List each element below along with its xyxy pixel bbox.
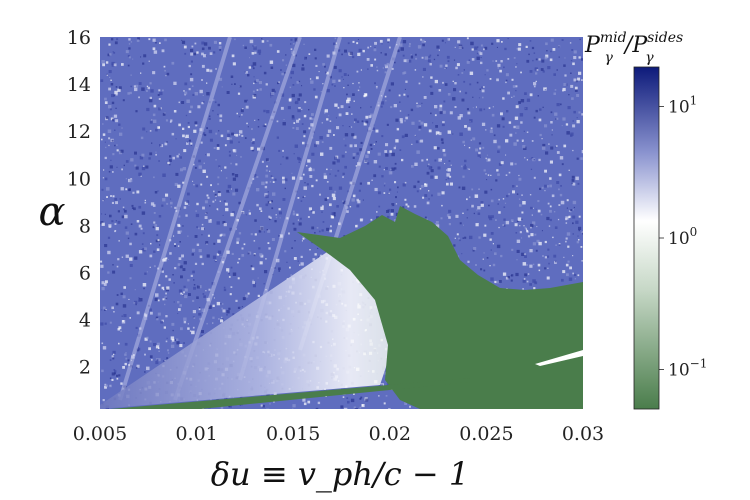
y-axis: 2 4 6 8 10 12 14 16 — [67, 27, 91, 379]
y-tick-label: 4 — [79, 310, 91, 332]
colorbar-gradient — [633, 66, 660, 410]
colorbar-tick-label: 10−1 — [668, 356, 707, 380]
colorbar-ticks: 101 100 10−1 — [659, 94, 707, 380]
x-tick-label: 0.02 — [369, 423, 411, 445]
x-tick-label: 0.03 — [562, 423, 604, 445]
y-tick-label: 16 — [67, 27, 91, 49]
colorbar-label-P2: P — [631, 33, 648, 58]
colorbar-label: Pmid γ/Psides γ — [584, 30, 683, 66]
heatmap-image — [100, 37, 583, 409]
colorbar-tick-label: 100 — [668, 225, 697, 249]
colorbar-label-slash: / — [623, 33, 635, 58]
heatmap-green-region — [297, 206, 583, 409]
y-tick-label: 2 — [79, 357, 91, 379]
heatmap-green-streak — [110, 378, 470, 409]
x-axis-label: δu ≡ v_ph/c − 1 — [211, 455, 469, 493]
colorbar-label-P1: P — [584, 33, 601, 58]
x-axis: 0.005 0.01 0.015 0.02 0.025 0.03 — [73, 423, 604, 445]
x-tick-label: 0.01 — [175, 423, 217, 445]
colorbar-label-sup-sides: sides — [647, 30, 683, 46]
x-tick-label: 0.015 — [266, 423, 320, 445]
y-tick-label: 10 — [67, 168, 91, 190]
x-tick-label: 0.025 — [459, 423, 513, 445]
colorbar-label-sub-1: γ — [605, 50, 614, 66]
y-tick-label: 12 — [67, 121, 91, 143]
y-tick-label: 6 — [79, 262, 91, 284]
y-tick-label: 14 — [67, 74, 91, 96]
heatmap-white-streak — [535, 350, 583, 366]
heatmap-white-fan — [100, 250, 395, 409]
colorbar-label-sub-2: γ — [645, 50, 654, 66]
x-tick-label: 0.005 — [73, 423, 127, 445]
y-axis-label: α — [38, 189, 65, 235]
y-tick-label: 8 — [79, 215, 91, 237]
colorbar-tick-label: 101 — [668, 94, 697, 118]
colorbar-label-sup-mid: mid — [600, 30, 627, 46]
